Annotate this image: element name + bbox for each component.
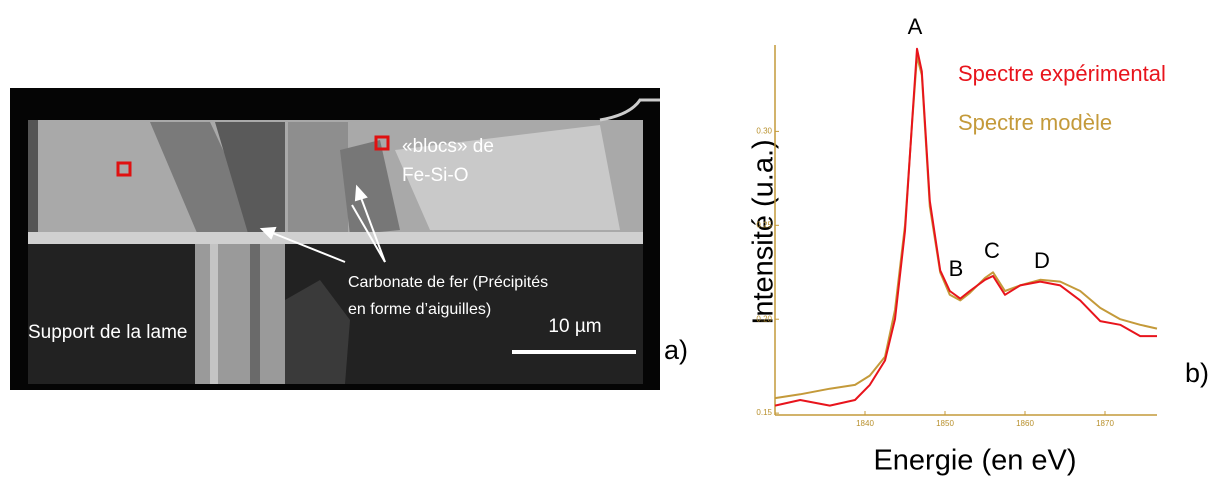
- peak-label: A: [908, 14, 923, 39]
- x-tick-label: 1840: [856, 419, 874, 428]
- peak-label: D: [1034, 248, 1050, 273]
- carbonate-label: Carbonate de fer (Précipités: [348, 274, 548, 291]
- sem-image: «blocs» de Fe-Si-O Carbonate de fer (Pré…: [10, 88, 660, 390]
- legend-entry: Spectre expérimental: [958, 61, 1166, 86]
- y-tick-label: 0.30: [756, 127, 772, 136]
- support-label: Support de la lame: [28, 322, 188, 343]
- y-tick-label: 0.20: [756, 314, 772, 323]
- scale-label: 10 µm: [548, 316, 601, 337]
- spectrum-line: [774, 55, 1158, 400]
- peak-label: B: [949, 256, 964, 281]
- x-tick-label: 1850: [936, 419, 954, 428]
- blocks-label: «blocs» de: [402, 136, 494, 157]
- x-axis-label: Energie (en eV): [873, 445, 1076, 477]
- y-tick-label: 0.25: [756, 220, 772, 229]
- panel-label: b): [1185, 358, 1209, 388]
- x-tick-label: 1870: [1096, 419, 1114, 428]
- blocks-label: Fe-Si-O: [402, 165, 469, 186]
- y-tick-label: 0.15: [756, 408, 772, 417]
- peak-label: C: [984, 238, 1000, 263]
- legend-entry: Spectre modèle: [958, 110, 1112, 135]
- panel-label: a): [664, 335, 688, 365]
- carbonate-label: en forme d’aiguilles): [348, 301, 491, 318]
- spectrum-line: [774, 47, 1157, 407]
- x-tick-label: 1860: [1016, 419, 1034, 428]
